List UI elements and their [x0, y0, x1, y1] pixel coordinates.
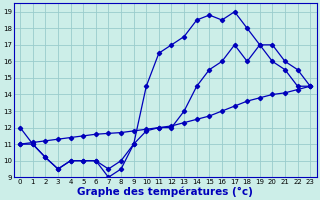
X-axis label: Graphe des températures (°c): Graphe des températures (°c)	[77, 186, 253, 197]
